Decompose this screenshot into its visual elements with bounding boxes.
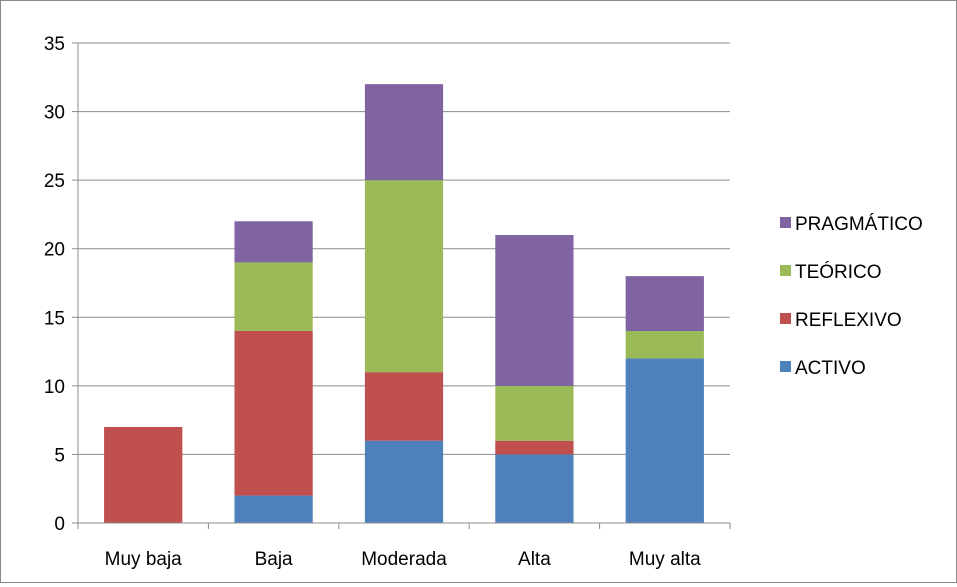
legend-swatch-reflexivo: [780, 313, 791, 324]
bar-teorico[interactable]: [625, 331, 704, 359]
legend-swatch-pragmatico: [780, 217, 791, 228]
y-tick-label: 30: [44, 103, 65, 124]
bar-teorico[interactable]: [495, 385, 574, 441]
x-tick-labels: Muy baja Baja Moderada Alta Muy alta: [105, 549, 701, 570]
bar-pragmatico[interactable]: [234, 221, 313, 263]
bar-activo[interactable]: [234, 495, 313, 523]
legend-label-teorico: TEÓRICO: [795, 261, 882, 283]
y-tick-label: 35: [44, 34, 65, 55]
y-tick-label: 25: [44, 171, 65, 192]
x-tick-label: Muy alta: [629, 549, 701, 570]
bar-activo[interactable]: [495, 454, 574, 523]
bar-teorico[interactable]: [234, 262, 313, 331]
bar-reflexivo[interactable]: [234, 331, 313, 496]
legend-swatch-activo: [780, 361, 791, 372]
legend-label-pragmatico: PRAGMÁTICO: [795, 214, 923, 235]
bar-pragmatico[interactable]: [625, 276, 704, 331]
legend-label-reflexivo: REFLEXIVO: [795, 310, 902, 331]
legend-label-activo: ACTIVO: [795, 358, 866, 379]
bar-reflexivo[interactable]: [364, 372, 444, 441]
y-tick-label: 20: [44, 240, 65, 261]
y-tick-label: 10: [44, 377, 65, 398]
x-tick-label: Muy baja: [105, 549, 183, 570]
bar-pragmatico[interactable]: [495, 235, 574, 386]
x-tick-label: Baja: [255, 549, 293, 570]
legend: PRAGMÁTICO TEÓRICO REFLEXIVO ACTIVO: [780, 214, 923, 379]
bar-activo[interactable]: [625, 358, 704, 523]
bar-reflexivo[interactable]: [495, 440, 574, 455]
bars: [104, 84, 704, 523]
bar-activo[interactable]: [364, 440, 444, 523]
y-tick-label: 0: [54, 514, 65, 535]
y-tick-label: 15: [44, 308, 65, 329]
y-tick-label: 5: [54, 445, 65, 466]
bar-pragmatico[interactable]: [364, 84, 444, 181]
legend-swatch-teorico: [780, 265, 791, 276]
bar-teorico[interactable]: [364, 180, 444, 373]
y-tick-labels: 0 5 10 15 20 25 30 35: [44, 34, 65, 535]
x-tick-label: Alta: [518, 549, 551, 570]
x-tick-label: Moderada: [361, 549, 447, 570]
axes: [72, 42, 731, 529]
bar-reflexivo[interactable]: [104, 427, 183, 523]
